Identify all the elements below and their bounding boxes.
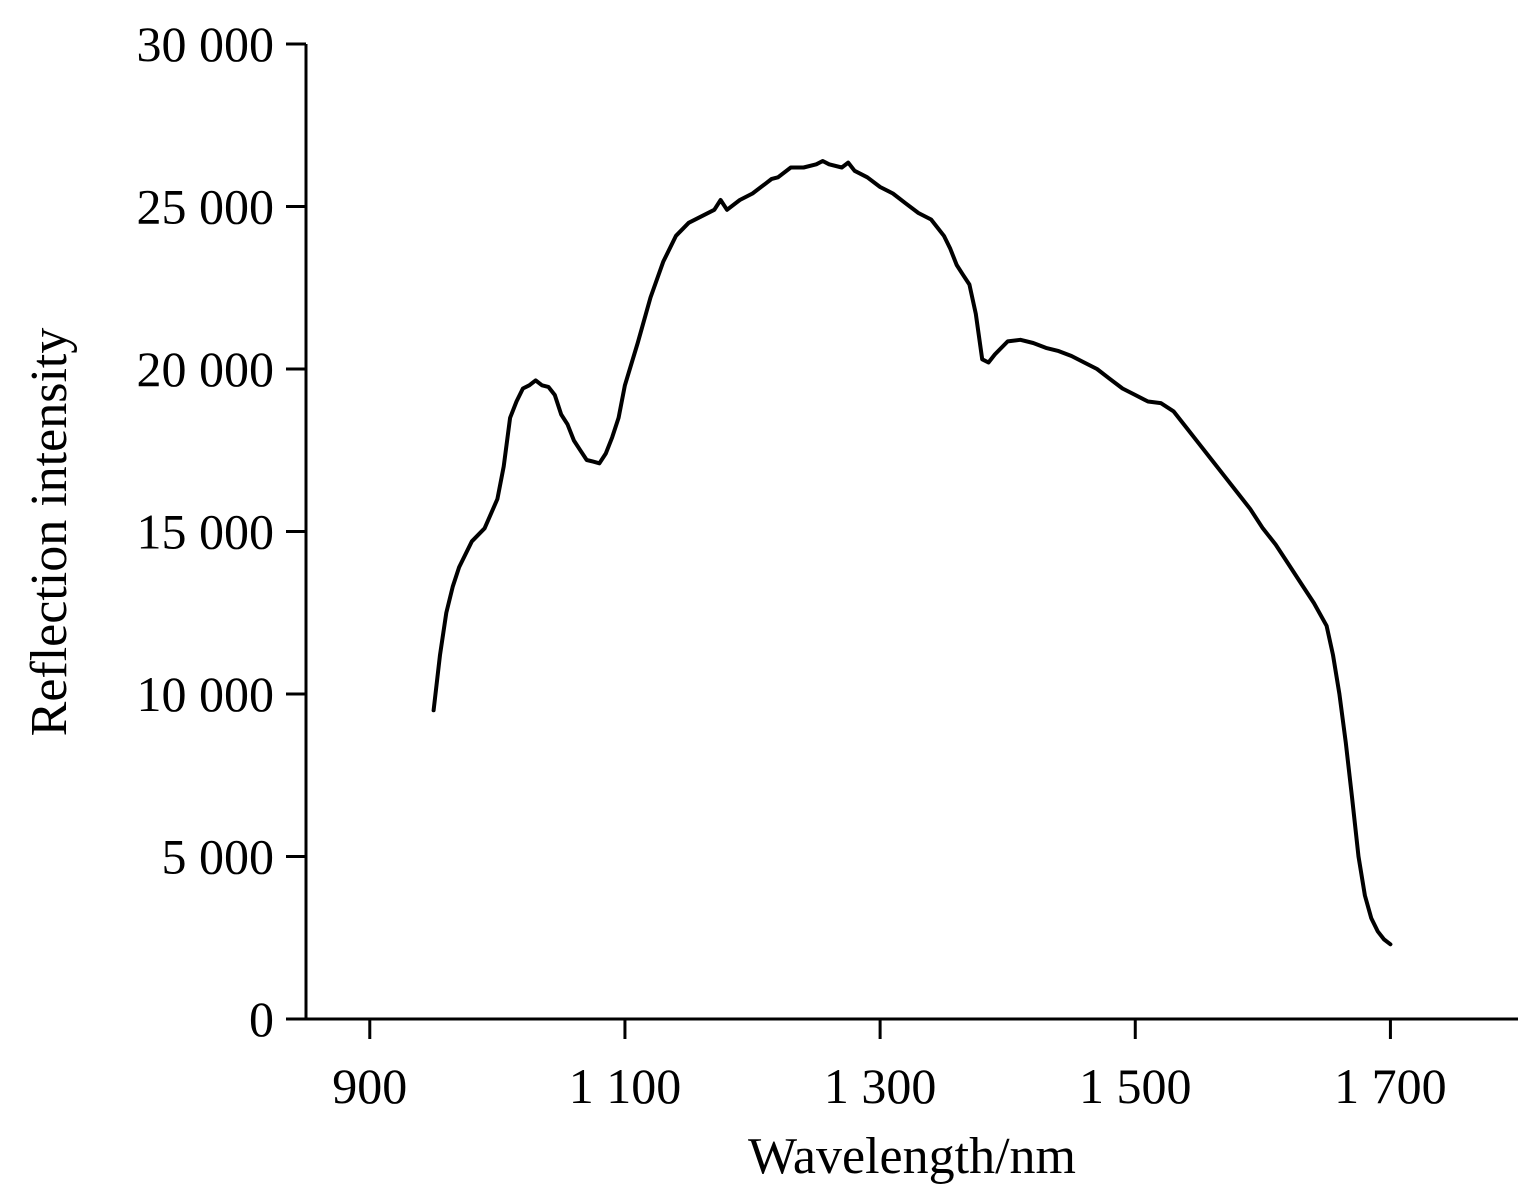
y-tick-label: 0 xyxy=(249,991,274,1047)
x-tick-label: 1 500 xyxy=(1079,1058,1192,1114)
y-tick-label: 25 000 xyxy=(137,179,275,235)
y-tick-label: 20 000 xyxy=(137,341,275,397)
x-axis-title: Wavelength/nm xyxy=(748,1128,1076,1185)
spectrum-line xyxy=(431,159,1393,947)
x-tick-label: 1 300 xyxy=(824,1058,937,1114)
y-tick-label: 15 000 xyxy=(137,504,275,560)
axes xyxy=(304,44,1518,1021)
x-tick-label: 900 xyxy=(332,1058,407,1114)
y-tick-label: 5 000 xyxy=(162,829,275,885)
x-ticks: 900 1 100 1 300 1 500 1 700 xyxy=(332,1019,1447,1114)
x-tick-label: 1 100 xyxy=(569,1058,682,1114)
x-tick-label: 1 700 xyxy=(1334,1058,1447,1114)
y-tick-label: 30 000 xyxy=(137,16,275,72)
y-ticks: 0 5 000 10 000 15 000 20 000 25 000 30 000 xyxy=(137,16,306,1047)
y-axis-title: Reflection intensity xyxy=(21,328,78,737)
series-layer xyxy=(431,159,1393,947)
y-tick-label: 10 000 xyxy=(137,666,275,722)
